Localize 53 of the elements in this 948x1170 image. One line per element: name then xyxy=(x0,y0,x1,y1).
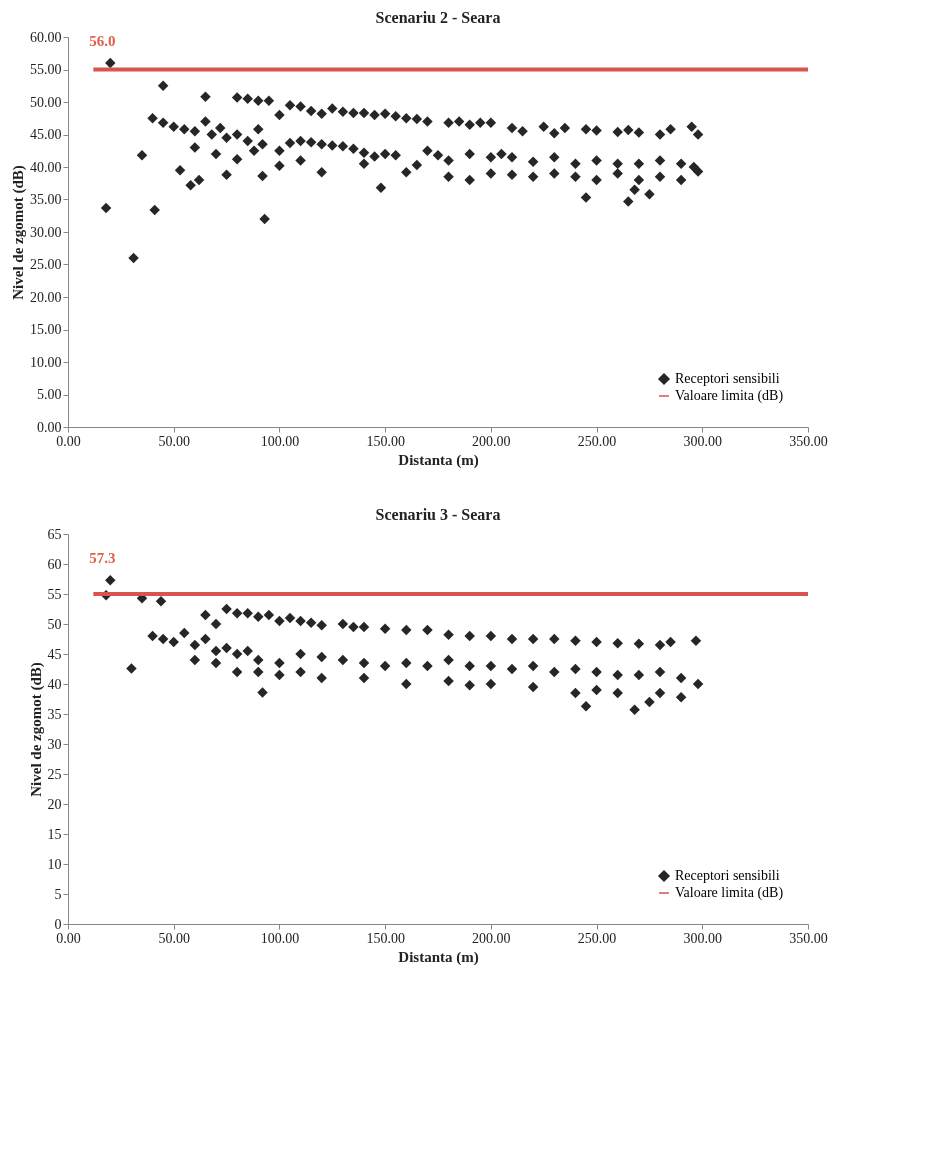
x-tick-label: 350.00 xyxy=(789,433,828,449)
y-axis-title: Nivel de zgomot (dB) xyxy=(10,165,27,300)
y-axis-title: Nivel de zgomot (dB) xyxy=(27,662,45,797)
y-tick-label: 25 xyxy=(47,766,62,782)
legend-label: Valoare limita (dB) xyxy=(675,885,784,901)
chart-title: Scenariu 2 - Seara xyxy=(375,9,501,26)
y-tick-label: 5.00 xyxy=(37,387,62,402)
y-tick-label: 25.00 xyxy=(30,257,62,272)
y-tick-label: 15 xyxy=(47,826,62,842)
legend-label: Receptori sensibili xyxy=(675,868,780,883)
y-tick-label: 60.00 xyxy=(30,29,62,45)
y-tick-label: 20 xyxy=(47,796,62,812)
legend-label: Valoare limita (dB) xyxy=(675,388,784,404)
x-tick-label: 200.00 xyxy=(472,433,511,449)
x-axis-title: Distanta (m) xyxy=(398,948,479,966)
y-tick-label: 50.00 xyxy=(30,94,62,110)
x-tick-label: 50.00 xyxy=(158,433,190,449)
x-tick-label: 250.00 xyxy=(577,930,617,946)
chart-title: Scenariu 3 - Seara xyxy=(375,506,501,523)
y-tick-label: 0 xyxy=(54,916,62,932)
y-tick-label: 5 xyxy=(54,886,62,902)
y-tick-label: 30.00 xyxy=(30,224,62,240)
y-tick-label: 10 xyxy=(47,856,62,872)
x-tick-label: 100.00 xyxy=(260,930,300,946)
annotation: 56.0 xyxy=(89,33,116,49)
y-tick-label: 40 xyxy=(47,676,62,692)
y-tick-label: 10.00 xyxy=(30,354,62,370)
x-tick-label: 150.00 xyxy=(366,433,405,449)
annotation: 57.3 xyxy=(89,550,116,567)
legend-label: Receptori sensibili xyxy=(675,371,780,386)
x-tick-label: 300.00 xyxy=(683,930,723,946)
y-tick-label: 0.00 xyxy=(37,419,62,435)
y-tick-label: 55.00 xyxy=(30,62,62,77)
x-tick-label: 150.00 xyxy=(366,930,405,946)
y-tick-label: 35.00 xyxy=(30,192,62,207)
y-tick-label: 30 xyxy=(47,736,62,752)
y-tick-label: 35 xyxy=(47,706,62,722)
y-tick-label: 60 xyxy=(47,556,62,572)
y-tick-label: 20.00 xyxy=(30,289,62,305)
y-tick-label: 65 xyxy=(47,526,62,542)
y-tick-label: 45.00 xyxy=(30,127,62,142)
y-tick-label: 45 xyxy=(47,646,62,662)
y-tick-label: 15.00 xyxy=(30,322,62,337)
y-tick-label: 40.00 xyxy=(30,159,62,175)
x-tick-label: 200.00 xyxy=(472,930,511,946)
x-tick-label: 250.00 xyxy=(577,433,617,449)
y-tick-label: 50 xyxy=(47,616,62,632)
x-axis-title: Distanta (m) xyxy=(398,451,479,469)
y-tick-label: 55 xyxy=(47,586,62,602)
x-tick-label: 300.00 xyxy=(683,433,723,449)
x-tick-label: 100.00 xyxy=(260,433,300,449)
x-tick-label: 50.00 xyxy=(158,930,190,946)
x-tick-label: 350.00 xyxy=(789,930,828,946)
